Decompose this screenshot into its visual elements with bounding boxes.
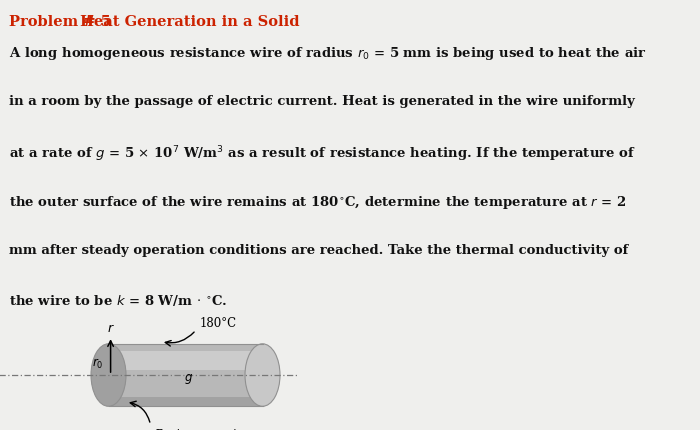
Text: the wire to be $k$ = 8 W/m $\cdot$ $^{\circ}$C.: the wire to be $k$ = 8 W/m $\cdot$ $^{\c… — [9, 292, 228, 307]
Text: in a room by the passage of electric current. Heat is generated in the wire unif: in a room by the passage of electric cur… — [9, 95, 635, 108]
Text: Heat Generation in a Solid: Heat Generation in a Solid — [75, 15, 300, 29]
Text: A long homogeneous resistance wire of radius $r_0$ = 5 mm is being used to heat : A long homogeneous resistance wire of ra… — [9, 45, 647, 62]
Text: $r$: $r$ — [106, 322, 115, 335]
Bar — [108, 351, 262, 370]
Text: $g$: $g$ — [184, 372, 193, 386]
Bar — [108, 344, 262, 406]
Ellipse shape — [245, 344, 280, 406]
Text: Problem # 5: Problem # 5 — [9, 15, 111, 29]
Bar — [108, 397, 262, 406]
Text: mm after steady operation conditions are reached. Take the thermal conductivity : mm after steady operation conditions are… — [9, 243, 629, 256]
Text: Resistance wire: Resistance wire — [154, 428, 248, 430]
Ellipse shape — [91, 344, 126, 406]
Text: 180°C: 180°C — [199, 316, 237, 329]
Text: $r_0$: $r_0$ — [92, 356, 104, 370]
Text: the outer surface of the wire remains at 180$^{\circ}$C, determine the temperatu: the outer surface of the wire remains at… — [9, 194, 626, 210]
Text: at a rate of $g$ = 5 $\times$ 10$^7$ W/m$^3$ as a result of resistance heating. : at a rate of $g$ = 5 $\times$ 10$^7$ W/m… — [9, 144, 636, 163]
